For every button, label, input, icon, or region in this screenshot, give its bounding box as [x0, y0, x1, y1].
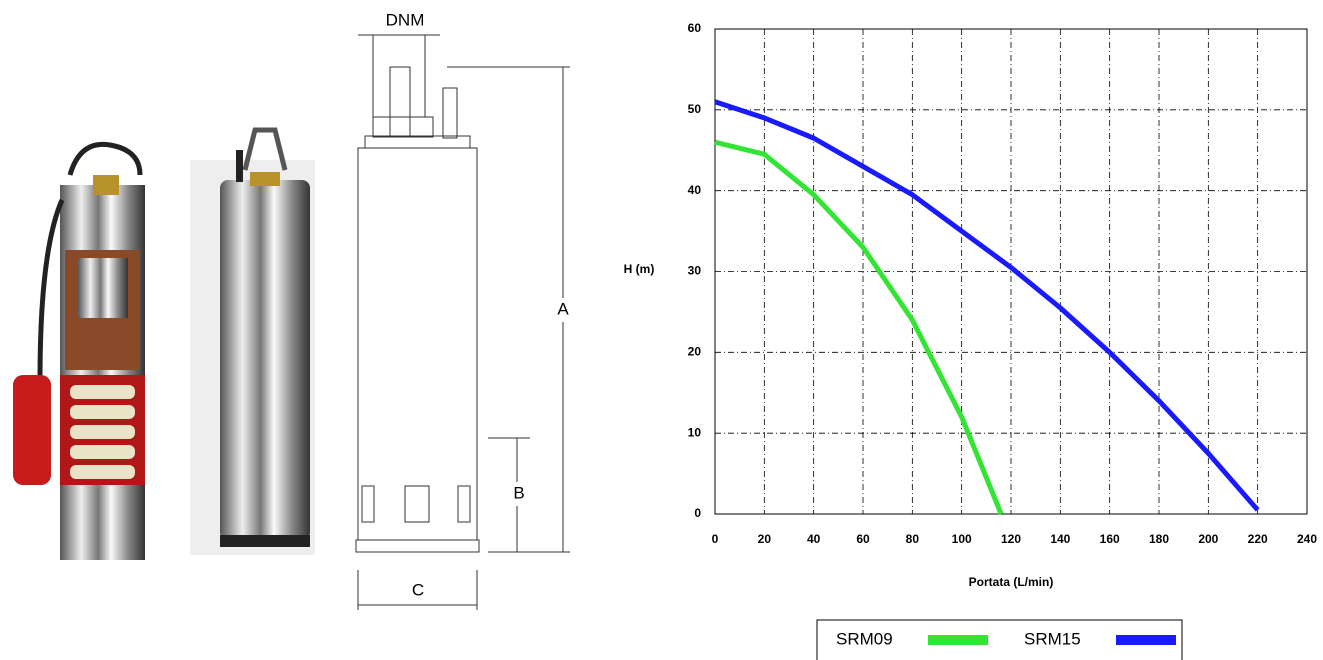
pump-photo-cutaway — [13, 141, 145, 560]
dimension-label: A — [557, 299, 569, 318]
y-tick-label: 40 — [688, 183, 702, 197]
x-tick-label: 20 — [758, 532, 772, 546]
x-axis-label: Portata (L/min) — [969, 575, 1054, 589]
technical-drawing: DNM A B C — [355, 10, 573, 610]
x-tick-label: 160 — [1100, 532, 1120, 546]
y-tick-label: 20 — [688, 345, 702, 359]
x-tick-label: 200 — [1198, 532, 1218, 546]
legend-label: SRM15 — [1024, 629, 1081, 648]
x-tick-label: 100 — [952, 532, 972, 546]
dimension-label: DNM — [386, 10, 425, 29]
y-tick-label: 30 — [688, 264, 702, 278]
x-tick-label: 180 — [1149, 532, 1169, 546]
dimension-label: C — [412, 580, 424, 599]
y-tick-label: 60 — [688, 21, 702, 35]
y-tick-label: 10 — [688, 425, 702, 439]
series-line — [714, 99, 1260, 512]
series-line — [714, 139, 1004, 515]
x-tick-label: 220 — [1248, 532, 1268, 546]
pump-photo — [190, 127, 315, 555]
legend-label: SRM09 — [836, 629, 893, 648]
x-tick-label: 60 — [856, 532, 870, 546]
y-axis-label: H (m) — [624, 262, 655, 276]
chart: H (m) Portata (L/min) 0 20 40 60 80 100 120 140… — [624, 21, 1317, 660]
y-tick-label: 50 — [688, 102, 702, 116]
x-tick-label: 240 — [1297, 532, 1317, 546]
y-tick-label: 0 — [694, 506, 701, 520]
legend-swatch — [928, 635, 988, 645]
dimension-label: B — [513, 483, 524, 502]
x-tick-label: 40 — [807, 532, 821, 546]
x-tick-label: 140 — [1050, 532, 1070, 546]
x-tick-label: 0 — [712, 532, 719, 546]
x-tick-label: 80 — [906, 532, 920, 546]
legend-swatch — [1116, 635, 1176, 645]
x-tick-label: 120 — [1001, 532, 1021, 546]
